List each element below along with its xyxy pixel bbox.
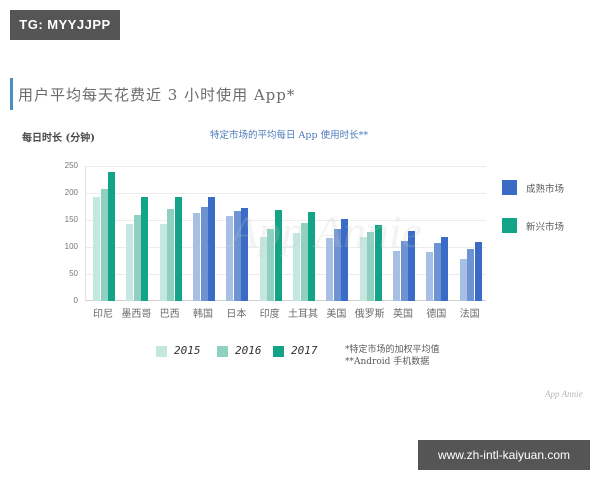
x-tick-label: 印度 <box>259 309 280 320</box>
bar-2015 <box>226 215 234 301</box>
x-tick-label: 墨西哥 <box>121 309 152 320</box>
gridline <box>86 166 486 167</box>
bar-2016 <box>267 229 275 301</box>
x-tick-label: 法国 <box>459 309 480 320</box>
legend-label: 2017 <box>291 344 318 357</box>
bar-2015 <box>293 232 300 301</box>
x-tick-label: 印尼 <box>93 309 113 320</box>
bar-2015 <box>126 223 134 301</box>
y-axis-label: 每日时长 (分钟) <box>22 133 95 144</box>
legend-label: 新兴市场 <box>526 222 565 233</box>
x-tick-label: 美国 <box>326 309 347 320</box>
app-annie-logo: App Annie <box>545 389 583 399</box>
legend-swatch-2017 <box>273 346 284 357</box>
x-tick-label: 德国 <box>426 309 447 320</box>
bar-2017 <box>441 237 449 301</box>
bar-2017 <box>241 208 249 301</box>
legend-swatch-mature <box>502 180 517 195</box>
x-tick-label: 俄罗斯 <box>354 309 385 320</box>
page-title: 用户平均每天花费近 3 小时使用 App* <box>18 86 296 104</box>
bar-2016 <box>167 209 175 301</box>
bar-2016 <box>367 232 375 301</box>
legend-swatch-2015 <box>156 346 167 357</box>
legend-mature-market: 成熟市场 <box>502 180 592 198</box>
bar-2016 <box>100 188 108 301</box>
bar-2016 <box>433 243 441 301</box>
y-tick-label: 250 <box>64 161 78 170</box>
bar-2017 <box>408 231 415 301</box>
x-tick-label: 土耳其 <box>288 309 318 320</box>
bar-2015 <box>193 212 200 301</box>
bar-2016 <box>333 229 341 301</box>
bar-2016 <box>467 248 475 301</box>
bar-2015 <box>393 251 400 301</box>
x-axis-baseline <box>86 300 486 301</box>
bar-2015 <box>259 237 267 301</box>
legend-label: 成熟市场 <box>526 184 565 195</box>
x-tick-label: 日本 <box>226 309 247 320</box>
bar-2015 <box>326 237 334 301</box>
x-tick-label: 英国 <box>393 309 413 320</box>
bar-2017 <box>141 197 149 301</box>
bar-2017 <box>208 197 215 301</box>
app-annie-watermark: App Annie <box>230 206 423 257</box>
bar-2017 <box>474 242 482 301</box>
bar-2017 <box>108 172 115 301</box>
x-tick-label: 巴西 <box>159 309 180 320</box>
bar-2016 <box>233 211 241 301</box>
legend-label: 2015 <box>174 344 201 357</box>
gridline <box>86 220 486 221</box>
bar-2017 <box>374 225 382 301</box>
gridline <box>86 274 486 275</box>
chart-plot-area <box>85 166 486 301</box>
bar-2015 <box>459 259 467 301</box>
gridline <box>86 247 486 248</box>
bar-2015 <box>93 197 100 301</box>
bar-2016 <box>133 214 141 301</box>
bar-2015 <box>159 223 167 301</box>
bar-2017 <box>308 211 315 301</box>
chart-subtitle: 特定市场的平均每日 App 使用时长** <box>210 130 369 141</box>
footnote-weighted-average: *特定市场的加权平均值 <box>345 345 440 355</box>
legend-swatch-2016 <box>217 346 228 357</box>
y-tick-label: 150 <box>64 215 78 224</box>
gridline <box>86 193 486 194</box>
y-tick-label: 50 <box>69 269 78 278</box>
legend-swatch-emerging <box>502 218 517 233</box>
bar-2015 <box>426 252 434 301</box>
bar-2017 <box>341 219 349 301</box>
y-tick-label: 100 <box>64 242 78 251</box>
title-accent-bar <box>10 78 13 110</box>
footnote-android-data: **Android 手机数据 <box>345 357 430 367</box>
y-tick-label: 200 <box>64 188 78 197</box>
bar-2016 <box>200 206 208 301</box>
bar-2016 <box>400 241 408 301</box>
bar-2017 <box>274 210 282 301</box>
url-badge: www.zh-intl-kaiyuan.com <box>418 440 590 470</box>
bar-2016 <box>300 222 308 301</box>
legend-emerging-market: 新兴市场 <box>502 218 592 236</box>
tg-badge: TG: MYYJJPP <box>10 10 120 40</box>
legend-label: 2016 <box>235 344 262 357</box>
x-tick-label: 韩国 <box>193 309 213 320</box>
bar-2017 <box>174 197 182 301</box>
y-tick-label: 0 <box>73 296 78 305</box>
bar-2015 <box>359 236 367 301</box>
